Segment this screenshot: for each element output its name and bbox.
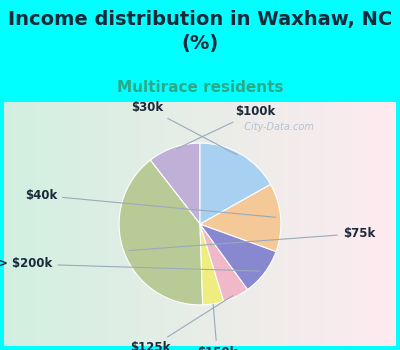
Text: $125k: $125k bbox=[130, 296, 233, 350]
Text: $30k: $30k bbox=[132, 102, 237, 155]
Text: Multirace residents: Multirace residents bbox=[117, 80, 283, 96]
Text: $100k: $100k bbox=[177, 105, 275, 148]
Wedge shape bbox=[200, 224, 224, 305]
Text: $75k: $75k bbox=[129, 227, 375, 251]
Wedge shape bbox=[200, 224, 248, 301]
Text: > $200k: > $200k bbox=[0, 258, 260, 271]
Text: $150k: $150k bbox=[197, 304, 237, 350]
Wedge shape bbox=[200, 184, 281, 252]
Text: Income distribution in Waxhaw, NC
(%): Income distribution in Waxhaw, NC (%) bbox=[8, 10, 392, 53]
Wedge shape bbox=[150, 143, 200, 224]
Text: City-Data.com: City-Data.com bbox=[238, 122, 314, 132]
Wedge shape bbox=[200, 224, 276, 289]
Wedge shape bbox=[200, 143, 270, 224]
Text: $40k: $40k bbox=[25, 189, 276, 217]
Wedge shape bbox=[119, 160, 203, 305]
